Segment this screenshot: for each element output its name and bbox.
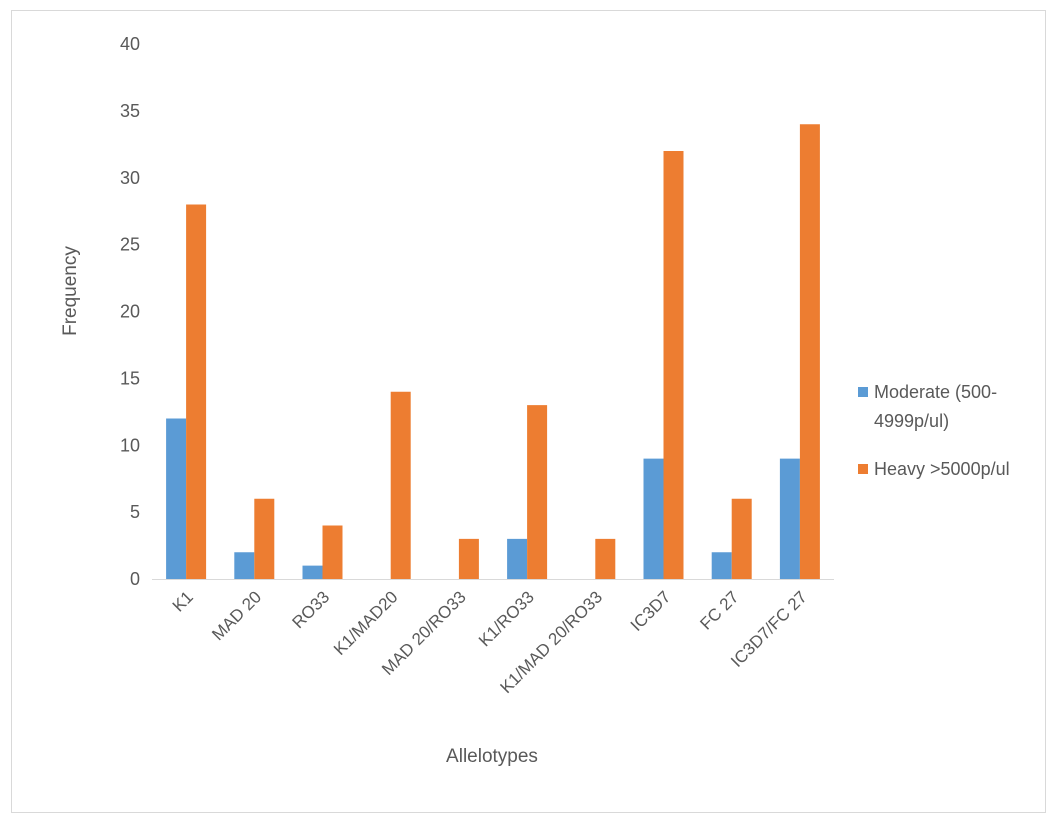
bar-heavy: [254, 498, 275, 579]
bar-heavy: [186, 204, 207, 579]
bar-moderate: [711, 552, 732, 579]
legend-label: Heavy >5000p/ul: [874, 459, 1010, 479]
bar-moderate: [234, 552, 255, 579]
y-tick-label: 35: [120, 101, 140, 121]
bar-heavy: [663, 151, 684, 579]
y-tick-label: 30: [120, 168, 140, 188]
y-tick-label: 5: [130, 502, 140, 522]
bar-moderate: [643, 458, 664, 579]
legend-swatch: [858, 464, 868, 474]
y-axis-title: Frequency: [60, 246, 81, 336]
y-tick-label: 15: [120, 368, 140, 388]
bar-heavy: [458, 538, 479, 579]
bar-heavy: [390, 391, 411, 579]
bar-moderate: [507, 538, 528, 579]
bar-heavy: [527, 405, 548, 579]
bar-heavy: [322, 525, 343, 579]
y-tick-label: 40: [120, 34, 140, 54]
y-tick-label: 20: [120, 302, 140, 322]
bar-heavy: [595, 538, 616, 579]
bar-heavy: [731, 498, 752, 579]
y-tick-label: 10: [120, 435, 140, 455]
y-axis-ticks: 0 5 10 15 20 25 30 35 40: [120, 34, 140, 589]
bar-moderate: [166, 418, 187, 579]
legend: Moderate (500-4999p/ul) Heavy >5000p/ul: [858, 382, 1010, 479]
bars: [166, 124, 820, 579]
y-tick-label: 25: [120, 235, 140, 255]
legend-swatch: [858, 387, 868, 397]
legend-label: Moderate (500-4999p/ul): [874, 382, 997, 431]
bar-moderate: [779, 458, 800, 579]
bar-heavy: [799, 124, 820, 579]
y-tick-label: 0: [130, 569, 140, 589]
bar-moderate: [302, 565, 323, 579]
x-axis-title: Allelotypes: [446, 746, 538, 767]
